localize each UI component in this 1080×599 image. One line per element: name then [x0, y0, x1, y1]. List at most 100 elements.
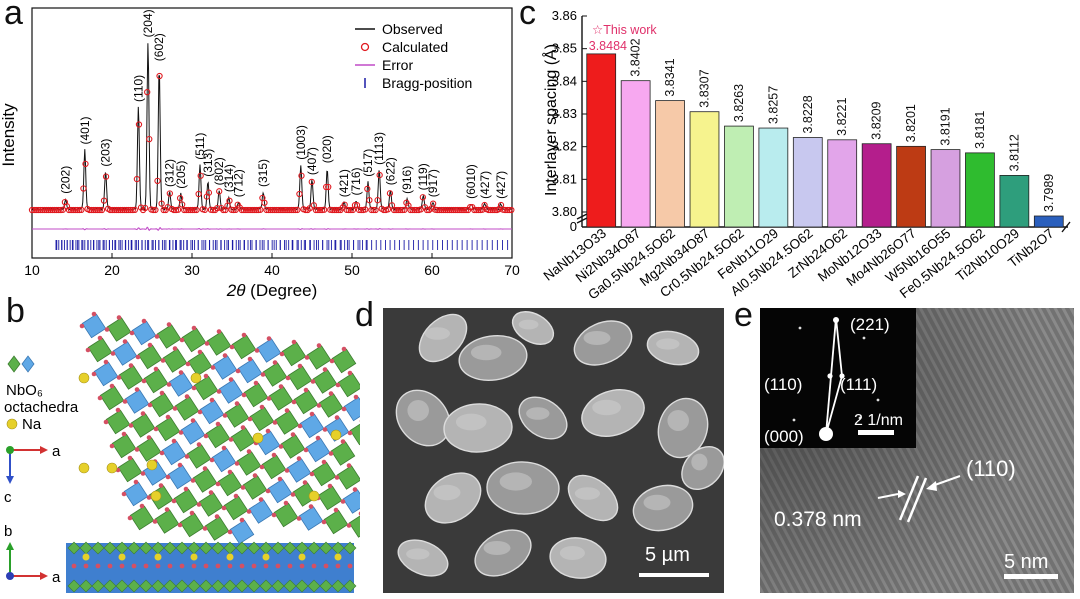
oxygen-atom — [184, 394, 190, 399]
calculated-point — [380, 206, 387, 214]
oxygen-atom — [153, 366, 159, 372]
side-oxygen — [155, 563, 161, 569]
oxygen-atom — [178, 370, 184, 375]
oxygen-atom — [164, 507, 170, 512]
x-tick-label: 70 — [504, 262, 520, 278]
oxygen-atom — [234, 461, 240, 466]
oxygen-atom — [246, 449, 252, 454]
side-oxygen — [167, 563, 173, 569]
oxygen-atom — [247, 416, 253, 422]
legend-nbo6-formula: NbO₆ — [6, 382, 43, 399]
oxygen-atom — [297, 423, 303, 429]
peak-label: (421) — [337, 169, 351, 197]
oxygen-atom — [128, 423, 134, 428]
bar-value-label: 3.8181 — [973, 111, 987, 149]
side-oxygen — [299, 563, 305, 569]
oxygen-atom — [234, 401, 240, 406]
oxygen-atom — [347, 370, 353, 376]
sem-scale-label: 5 µm — [645, 544, 690, 566]
bar — [827, 139, 858, 228]
calculated-point — [320, 206, 328, 213]
na-atom — [330, 429, 342, 441]
calculated-point — [341, 201, 348, 208]
calculated-point — [183, 206, 190, 214]
peak-label: (020) — [320, 135, 334, 163]
calculated-point — [456, 206, 464, 214]
saed-spot — [798, 326, 802, 330]
oxygen-atom — [147, 402, 153, 408]
oxygen-atom — [309, 411, 315, 417]
oxygen-atom — [302, 480, 308, 485]
calculated-point — [362, 206, 369, 213]
bar-value-label: 3.8307 — [698, 69, 712, 107]
nbo6-octahedron — [331, 348, 357, 374]
calculated-point — [467, 203, 474, 211]
oxygen-atom — [271, 452, 277, 458]
na-atom — [106, 462, 118, 474]
calculated-point — [94, 206, 101, 214]
oxygen-atom — [91, 311, 97, 317]
oxygen-atom — [327, 483, 333, 489]
calculated-point — [263, 206, 270, 214]
side-oxygen — [287, 563, 293, 569]
x-tick-label: 60 — [424, 262, 440, 278]
spacing-arrowhead-right-icon — [926, 481, 937, 491]
calculated-point — [248, 206, 256, 214]
hrtem-scale-label: 5 nm — [1004, 551, 1048, 573]
legend-calculated-marker — [360, 42, 370, 52]
calculated-point — [485, 206, 492, 214]
calculated-point — [246, 206, 254, 214]
oxygen-atom — [290, 432, 296, 437]
y-tick-label: 3.83 — [552, 106, 577, 121]
calculated-point — [329, 206, 336, 214]
spacing-chart: 3.803.813.823.833.843.853.8603.8484NaNb1… — [541, 8, 1071, 300]
calculated-point — [117, 206, 124, 214]
saed-spot-221 — [833, 317, 839, 323]
oxygen-atom — [154, 334, 160, 339]
calculated-point — [74, 206, 81, 214]
legend-observed-label: Observed — [382, 21, 443, 37]
oxygen-atom — [278, 384, 284, 389]
calculated-point — [374, 197, 381, 204]
calculated-point — [504, 206, 511, 214]
side-oxygen — [251, 563, 257, 569]
panel-letter-a: a — [4, 0, 23, 32]
calculated-point — [92, 206, 99, 214]
oxygen-atom — [272, 420, 278, 425]
fringe-marker-line-1 — [898, 475, 920, 521]
sem-particle-highlight — [583, 331, 611, 345]
calculated-point — [446, 206, 453, 214]
calculated-point — [158, 200, 165, 207]
oxygen-atom — [240, 485, 246, 490]
bar-value-label: 3.8209 — [870, 101, 884, 139]
sem-particle-highlight — [518, 319, 539, 330]
oxygen-atom — [265, 488, 271, 494]
calculated-point — [325, 183, 332, 191]
hrtem-lattice: (221) (110) (111) (000) 2 1/nm (110) 0.3… — [760, 308, 1074, 593]
bar-value-label: 3.8257 — [766, 86, 780, 124]
saed-label-110: (110) — [764, 375, 802, 394]
oxygen-atom — [235, 368, 241, 374]
calculated-point — [121, 206, 128, 214]
bar — [620, 80, 651, 228]
calculated-point — [312, 206, 320, 214]
calculated-point — [271, 206, 278, 214]
calculated-point — [275, 206, 283, 214]
calculated-point — [265, 206, 272, 214]
side-oxygen — [83, 563, 89, 569]
calculated-point — [296, 190, 303, 198]
bar — [965, 152, 995, 228]
side-na-atom — [334, 553, 342, 561]
calculated-point — [429, 200, 437, 207]
calculated-point — [366, 197, 373, 204]
observed-series — [31, 43, 513, 212]
side-oxygen — [131, 563, 137, 569]
x-tick-label: 10 — [24, 262, 40, 278]
oxygen-atom — [109, 383, 115, 389]
oxygen-atom — [321, 519, 327, 525]
calculated-point — [191, 206, 198, 214]
side-oxygen — [239, 563, 245, 569]
calculated-point — [450, 206, 457, 214]
calculated-point — [119, 206, 126, 214]
calculated-point — [434, 206, 441, 214]
